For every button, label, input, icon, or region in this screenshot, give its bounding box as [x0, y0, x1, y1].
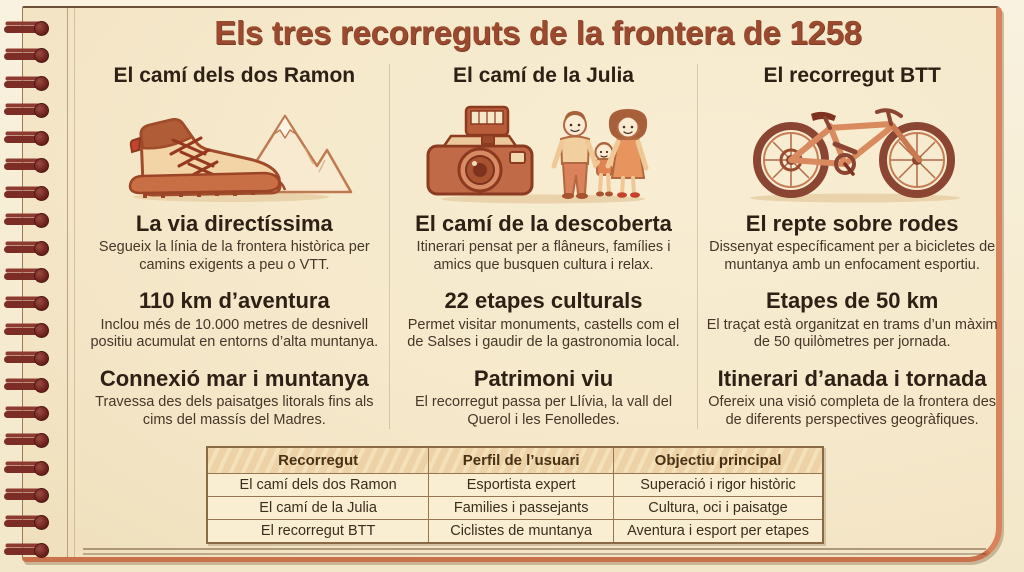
column-header: El camí dels dos Ramon [113, 64, 356, 87]
spiral-ring-icon [4, 185, 54, 201]
table-cell: El camí de la Julia [206, 496, 430, 520]
spiral-ring-icon [4, 240, 54, 256]
route-section: Etapes de 50 km El traçat està organitza… [706, 289, 998, 351]
mountain-bike-icon [706, 100, 998, 204]
spiral-ring-icon [4, 377, 54, 394]
section-body: Ofereix una visió completa de la fronter… [708, 394, 997, 428]
route-section: 110 km d’aventura Inclou més de 10.000 m… [88, 289, 381, 351]
page-title: Els tres recorreguts de la frontera de 1… [214, 14, 862, 51]
section-heading: Connexió mar i muntanya [99, 365, 369, 391]
route-column-julia: El camí de la Julia [388, 64, 698, 430]
table-header-cell: Perfil de l’usuari [428, 446, 615, 474]
spiral-ring-icon [4, 75, 54, 91]
table-row: El recorregut BTT Ciclistes de muntanya … [206, 519, 824, 544]
section-body: Inclou més de 10.000 metres de desnivell… [90, 316, 379, 351]
route-columns: El camí dels dos Ramon La via di [80, 64, 1006, 430]
spiral-ring-icon [4, 267, 54, 284]
table-row: El camí dels dos Ramon Esportista expert… [206, 473, 824, 497]
section-heading: Patrimoni viu [473, 365, 614, 391]
spiral-ring-icon [4, 47, 54, 64]
camera-family-icon [398, 100, 690, 204]
table-header-cell: Objectiu principal [613, 446, 824, 474]
hiking-boot-mountains-icon [88, 100, 381, 204]
route-section: Itinerari d’anada i tornada Ofereix una … [706, 367, 998, 429]
section-body: El traçat està organitzat en trams d’un … [706, 316, 998, 351]
spiral-ring-icon [4, 322, 54, 339]
route-section: 22 etapes culturals Permet visitar monum… [398, 289, 690, 351]
spiral-ring-icon [4, 157, 54, 174]
spiral-ring-icon [4, 130, 54, 146]
section-heading: Itinerari d’anada i tornada [717, 365, 987, 391]
table-header-row: Recorregut Perfil de l’usuari Objectiu p… [206, 446, 824, 474]
section-heading: 22 etapes culturals [444, 288, 643, 314]
route-section: La via directíssima Segueix la línia de … [88, 212, 381, 274]
spiral-ring-icon [4, 460, 54, 476]
section-heading: La via directíssima [135, 211, 333, 236]
table-cell: El recorregut BTT [206, 519, 430, 544]
table-cell: Esportista expert [428, 473, 615, 497]
table-cell: Aventura i esport per etapes [613, 519, 824, 544]
section-body: Segueix la línia de la frontera històric… [98, 239, 370, 273]
route-column-btt: El recorregut BTT [697, 64, 1006, 430]
section-body: Travessa des dels paisatges litorals fin… [95, 394, 374, 428]
spiral-ring-icon [4, 295, 54, 311]
column-header: El camí de la Julia [453, 64, 634, 87]
section-heading: El repte sobre rodes [745, 211, 959, 236]
section-heading: Etapes de 50 km [765, 288, 939, 314]
routes-summary-table-wrap: Recorregut Perfil de l’usuari Objectiu p… [206, 446, 824, 544]
spiral-ring-icon [4, 350, 54, 366]
column-header: El recorregut BTT [763, 64, 941, 87]
section-body: Itinerari pensat per a flâneurs, famílie… [416, 239, 671, 273]
spiral-ring-icon [4, 514, 54, 531]
route-section: El camí de la descoberta Itinerari pensa… [398, 212, 690, 274]
spiral-ring-icon [4, 102, 54, 119]
route-column-dos-ramon: El camí dels dos Ramon La via di [80, 64, 389, 429]
spiral-ring-icon [4, 542, 54, 558]
spiral-ring-icon [4, 212, 54, 229]
section-heading: El camí de la descoberta [415, 211, 672, 236]
routes-summary-table: Recorregut Perfil de l’usuari Objectiu p… [206, 446, 824, 544]
table-cell: Ciclistes de muntanya [428, 519, 615, 544]
route-section: Patrimoni viu El recorregut passa per Ll… [398, 367, 690, 429]
page-stack-edge [83, 548, 986, 555]
table-cell: Superació i rigor històric [613, 473, 824, 497]
notebook-margin-line [67, 8, 68, 557]
table-row: El camí de la Julia Families i passejant… [206, 496, 824, 520]
spiral-ring-icon [4, 432, 54, 449]
spiral-binding [4, 20, 54, 558]
table-header-cell: Recorregut [206, 446, 430, 474]
route-section: Connexió mar i muntanya Travessa des del… [88, 367, 381, 429]
table-cell: Families i passejants [428, 496, 615, 520]
section-body: Permet visitar monuments, castells com e… [407, 316, 680, 351]
route-section: El repte sobre rodes Dissenyat específic… [706, 212, 998, 274]
table-cell: Cultura, oci i paisatge [613, 496, 824, 520]
table-cell: El camí dels dos Ramon [206, 473, 430, 497]
section-body: El recorregut passa per Llívia, la vall … [414, 394, 673, 428]
section-body: Dissenyat específicament per a biciclete… [709, 239, 996, 273]
spiral-ring-icon [4, 405, 54, 421]
section-heading: 110 km d’aventura [138, 288, 330, 314]
spiral-ring-icon [4, 20, 54, 36]
spiral-ring-icon [4, 487, 54, 503]
